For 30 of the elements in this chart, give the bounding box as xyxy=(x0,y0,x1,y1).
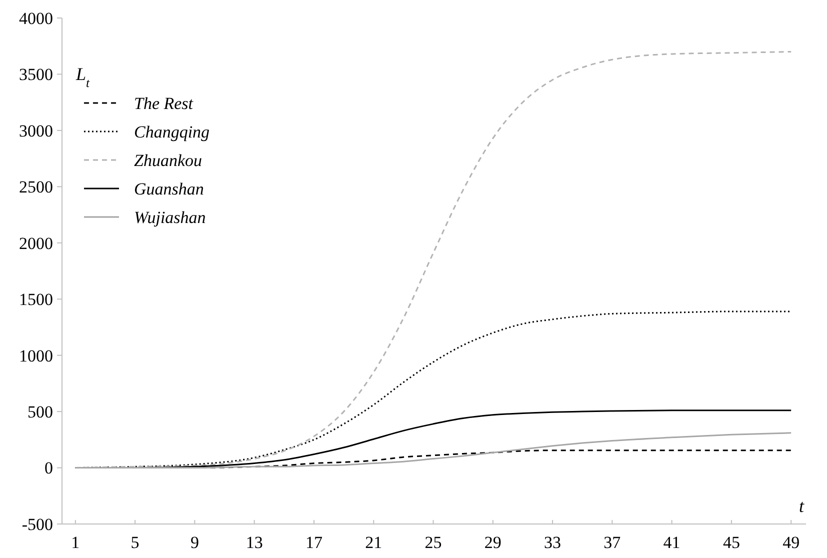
legend-label: Guanshan xyxy=(134,179,204,198)
y-tick-label: 0 xyxy=(44,458,53,478)
x-tick-label: 29 xyxy=(484,533,502,552)
x-tick-label: 33 xyxy=(544,533,562,552)
y-tick-label: 3500 xyxy=(19,65,53,84)
y-tick-label: 2500 xyxy=(19,178,53,197)
x-tick-label: 17 xyxy=(305,533,323,552)
legend-label: Wujiashan xyxy=(134,208,206,227)
y-tick-label: 3000 xyxy=(19,121,53,140)
y-tick-label: 1000 xyxy=(19,346,53,366)
x-tick-label: 37 xyxy=(604,533,622,552)
x-tick-label: 5 xyxy=(130,533,140,552)
x-tick-label: 9 xyxy=(190,533,199,552)
legend-label: Changqing xyxy=(134,122,210,142)
y-axis-title: L$_{t}$ xyxy=(75,64,90,90)
x-tick-label: 21 xyxy=(365,533,382,552)
x-tick-label: 13 xyxy=(246,533,263,552)
x-tick-label: 1 xyxy=(71,533,80,552)
y-tick-label: 500 xyxy=(28,402,53,422)
legend-label: The Rest xyxy=(134,94,194,113)
x-tick-label: 49 xyxy=(782,533,800,552)
x-tick-label: 25 xyxy=(424,533,442,552)
x-tick-label: 45 xyxy=(722,533,740,552)
legend-label: Zhuankou xyxy=(134,150,202,170)
y-tick-label: 2000 xyxy=(19,234,53,253)
x-axis-title: t xyxy=(798,496,805,516)
y-tick-label: 4000 xyxy=(19,8,53,28)
y-tick-label: -500 xyxy=(22,514,53,534)
x-tick-label: 41 xyxy=(663,533,680,552)
y-tick-label: 1500 xyxy=(19,290,53,310)
